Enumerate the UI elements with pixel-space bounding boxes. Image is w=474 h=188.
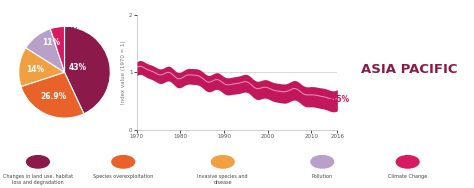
Wedge shape <box>26 29 64 72</box>
Ellipse shape <box>311 156 334 168</box>
Text: 11%: 11% <box>43 38 61 47</box>
Text: 5%: 5% <box>66 27 79 36</box>
Ellipse shape <box>396 156 419 168</box>
Ellipse shape <box>27 156 49 168</box>
Text: Pollution: Pollution <box>312 174 333 179</box>
Ellipse shape <box>112 156 135 168</box>
Text: 14%: 14% <box>26 65 44 74</box>
Y-axis label: Index value (1970 = 1): Index value (1970 = 1) <box>121 40 126 104</box>
Ellipse shape <box>211 156 234 168</box>
Text: 26.9%: 26.9% <box>40 92 66 101</box>
Wedge shape <box>18 48 64 86</box>
Text: Changes in land use, habitat
loss and degradation: Changes in land use, habitat loss and de… <box>3 174 73 185</box>
Text: ASIA PACIFIC: ASIA PACIFIC <box>361 64 458 77</box>
Wedge shape <box>64 27 110 114</box>
Text: Invasive species and
disease: Invasive species and disease <box>198 174 248 185</box>
Text: 43%: 43% <box>68 63 86 72</box>
Text: Climate Change: Climate Change <box>388 174 427 179</box>
Text: -45%: -45% <box>328 95 350 104</box>
Wedge shape <box>50 27 64 72</box>
Text: Species overexploitation: Species overexploitation <box>93 174 154 179</box>
Wedge shape <box>21 72 84 118</box>
